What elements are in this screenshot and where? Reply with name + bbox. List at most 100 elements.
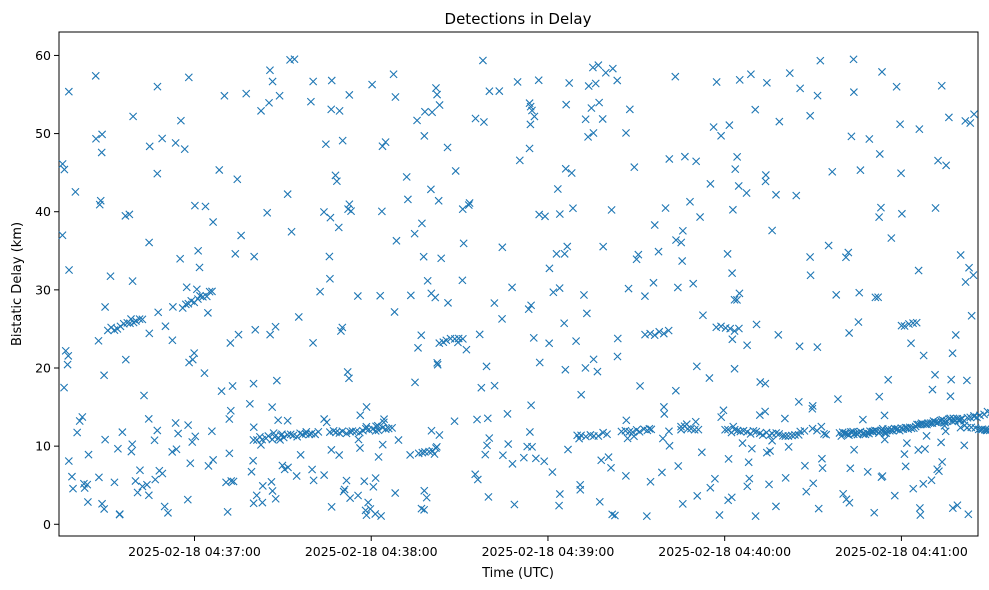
data-point-834 [204, 461, 213, 470]
data-point-573 [849, 88, 858, 97]
data-point-660 [969, 271, 978, 280]
data-point-559 [632, 255, 641, 264]
data-point-336 [402, 172, 411, 181]
data-point-514 [508, 283, 517, 292]
data-point-661 [967, 311, 976, 320]
data-point-162 [870, 426, 879, 435]
data-point-411 [176, 116, 185, 125]
data-point-413 [909, 484, 918, 493]
data-point-608 [584, 82, 593, 91]
data-point-525 [672, 236, 680, 245]
data-point-735 [142, 480, 151, 489]
data-point-826 [80, 484, 89, 493]
data-point-654 [271, 494, 280, 503]
data-point-199 [931, 418, 940, 427]
data-point-431 [231, 249, 240, 258]
data-point-62 [381, 425, 390, 434]
data-point-622 [568, 204, 577, 213]
data-point-255 [135, 466, 144, 475]
data-point-331 [734, 181, 743, 190]
data-point-462 [426, 185, 435, 194]
data-point-711 [921, 445, 930, 453]
data-point-323 [545, 339, 554, 348]
data-point-505 [774, 330, 783, 339]
data-point-597 [937, 81, 946, 90]
data-point-94 [647, 425, 656, 434]
data-point-579 [61, 346, 70, 355]
data-point-687 [588, 63, 597, 72]
data-point-584 [946, 392, 955, 401]
data-point-564 [360, 477, 369, 486]
plot-area: 2025-02-18 04:37:00 2025-02-18 04:38:00 20… [35, 31, 989, 559]
data-point-775 [664, 427, 673, 436]
x-tick-label-0: 2025-02-18 04:37:00 [128, 544, 261, 559]
data-point-721 [225, 415, 234, 424]
data-point-583 [390, 307, 399, 316]
data-point-113 [721, 425, 730, 434]
data-point-406 [471, 114, 480, 123]
data-point-602 [345, 90, 354, 99]
data-point-819 [706, 483, 715, 492]
data-point-638 [624, 284, 633, 293]
data-point-658 [368, 80, 377, 89]
data-point-268 [931, 370, 940, 379]
data-point-837 [814, 504, 823, 513]
data-point-318 [887, 234, 896, 243]
data-point-509 [746, 70, 755, 79]
data-point-755 [249, 423, 258, 432]
data-point-394 [309, 77, 318, 86]
data-point-418 [498, 314, 507, 323]
data-point-793 [850, 445, 859, 454]
data-point-832 [394, 436, 403, 445]
data-point-337 [919, 479, 928, 488]
data-point-51 [346, 427, 355, 436]
data-point-395 [712, 78, 721, 86]
data-point-500 [188, 355, 197, 364]
data-point-256 [475, 330, 484, 339]
data-point-392 [373, 421, 382, 430]
data-point-728 [878, 424, 887, 433]
data-point-798 [379, 418, 388, 427]
data-point-476 [563, 242, 572, 251]
data-point-723 [188, 438, 197, 446]
data-point-745 [914, 445, 923, 454]
data-point-599 [555, 284, 564, 293]
data-point-486 [567, 169, 576, 178]
data-point-624 [964, 510, 973, 519]
data-point-829 [858, 415, 867, 424]
data-point-424 [743, 341, 752, 350]
data-point-463 [140, 391, 149, 400]
data-point-304 [118, 428, 127, 437]
data-point-363 [217, 387, 226, 396]
data-point-346 [552, 249, 561, 258]
data-point-460 [471, 470, 480, 479]
data-point-442 [78, 413, 87, 421]
data-point-68 [425, 447, 434, 456]
data-point-540 [338, 136, 347, 145]
data-point-339 [433, 90, 442, 99]
data-point-419 [98, 130, 107, 139]
data-point-344 [961, 116, 970, 125]
data-point-314 [428, 108, 437, 117]
data-point-448 [529, 333, 538, 342]
data-point-645 [192, 285, 201, 294]
data-point-702 [419, 252, 428, 261]
data-point-282 [756, 378, 765, 387]
data-point-575 [732, 295, 741, 304]
data-point-738 [604, 453, 613, 462]
data-point-452 [747, 444, 756, 453]
data-point-655 [444, 298, 452, 307]
data-point-231 [983, 426, 989, 435]
data-point-417 [335, 451, 344, 460]
data-point-743 [846, 464, 855, 473]
data-point-635 [519, 453, 528, 462]
data-point-279 [832, 290, 841, 299]
data-point-506 [265, 66, 274, 75]
data-point-568 [158, 134, 167, 143]
data-point-615 [526, 102, 535, 111]
data-point-817 [144, 414, 153, 423]
data-point-607 [237, 231, 246, 240]
data-point-387 [762, 78, 771, 87]
y-axis: 0 10 20 30 40 50 60 [35, 48, 59, 532]
data-point-335 [184, 421, 193, 430]
